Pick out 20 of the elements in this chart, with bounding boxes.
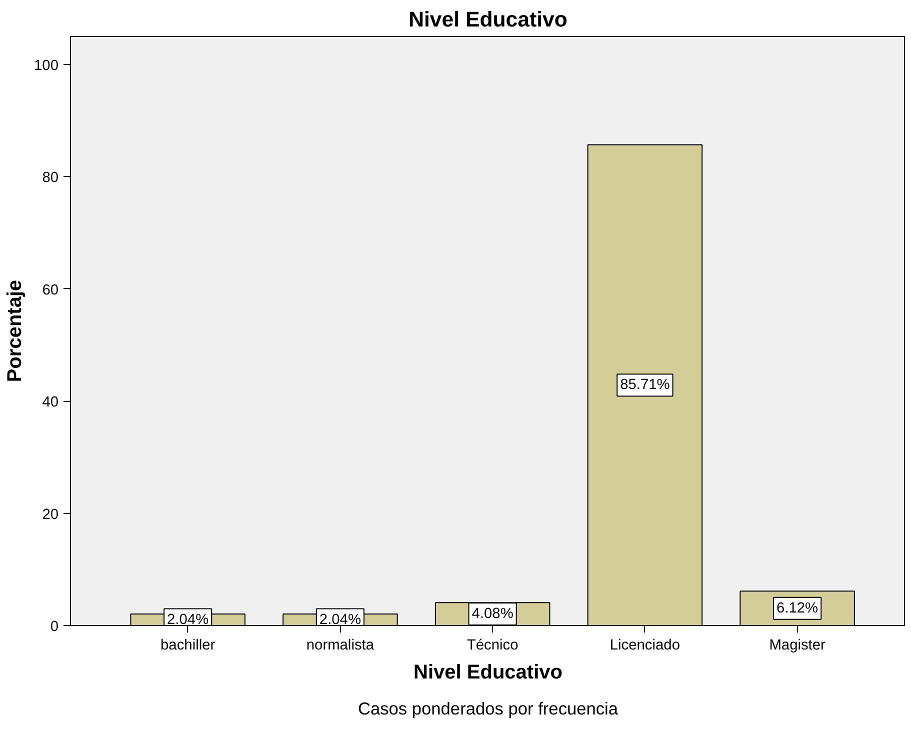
x-tick-label: Magister xyxy=(769,638,826,654)
data-label: 85.71% xyxy=(620,377,670,394)
chart-title: Nivel Educativo xyxy=(408,8,568,32)
x-tick-label: Licenciado xyxy=(610,638,680,654)
y-tick-label: 60 xyxy=(42,282,59,298)
data-label: 2.04% xyxy=(319,612,361,628)
y-tick-label: 0 xyxy=(50,619,59,635)
data-label: 4.08% xyxy=(472,606,514,622)
x-tick-label: normalista xyxy=(306,638,375,654)
data-label: 2.04% xyxy=(167,612,209,628)
text: Casos ponderados por frecuencia xyxy=(358,698,618,718)
y-axis-title: Porcentaje xyxy=(4,280,26,382)
y-tick-label: 40 xyxy=(42,394,59,411)
x-axis-title: Nivel Educativo xyxy=(414,662,562,684)
y-tick-label: 80 xyxy=(42,170,59,186)
y-tick-label: 100 xyxy=(34,58,59,74)
data-label: 6.12% xyxy=(776,600,818,616)
x-tick-label: Técnico xyxy=(466,638,518,654)
y-tick-label: 20 xyxy=(42,506,59,523)
x-tick-label: bachiller xyxy=(160,638,216,654)
